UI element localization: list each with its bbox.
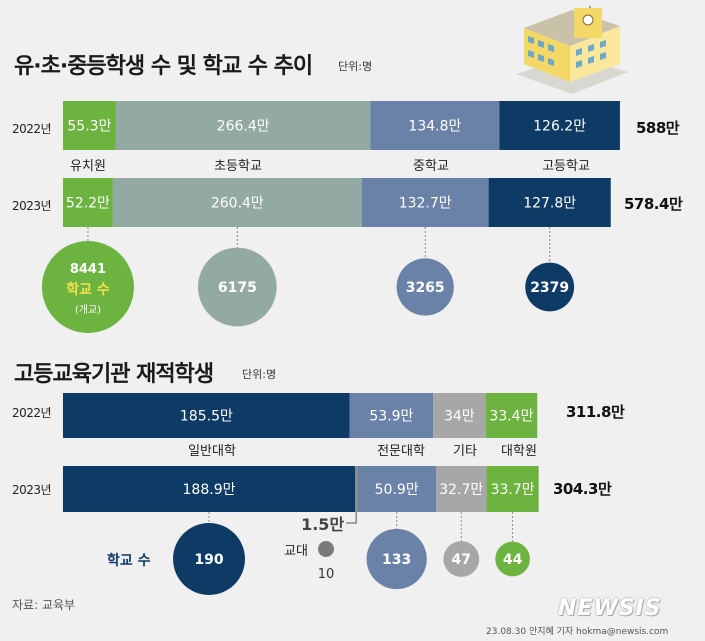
school-count-circle xyxy=(366,528,427,590)
chart2-total-2023: 304.3만 xyxy=(553,480,612,498)
bar-value-label: 32.7만 xyxy=(439,482,483,498)
bar-value-label: 53.9만 xyxy=(369,409,413,425)
bar-value-label: 260.4만 xyxy=(211,196,264,212)
chart2-total-2022: 311.8만 xyxy=(566,403,625,421)
bar-value-label: 132.7만 xyxy=(399,196,452,212)
chart1-category-label: 유치원 xyxy=(70,159,106,174)
chart1-total-2022: 588만 xyxy=(636,119,680,137)
chart2-year-2022: 2022년 xyxy=(12,406,52,420)
chart2-category-label: 일반대학 xyxy=(188,444,236,459)
school-count-label: 3265 xyxy=(406,280,445,296)
chart1-year-2023: 2023년 xyxy=(12,199,52,213)
bar-segment xyxy=(357,466,437,512)
school-count-circle xyxy=(41,241,134,333)
bar-segment xyxy=(361,178,489,227)
chart2-school-caption: 학교 수 xyxy=(107,553,151,569)
bar-value-label: 50.9만 xyxy=(375,482,419,498)
bar-segment xyxy=(115,101,371,150)
school-count-label: 8441 xyxy=(70,262,106,277)
bar-value-label: 266.4만 xyxy=(217,119,270,135)
school-count-label: 133 xyxy=(382,552,411,568)
school-count-circle xyxy=(197,247,277,327)
school-count-label: 6175 xyxy=(218,280,257,296)
bar-value-label: 126.2만 xyxy=(533,119,586,135)
bar-segment xyxy=(63,466,356,512)
school-count-label: 47 xyxy=(452,552,471,568)
bar-value-label: 33.4만 xyxy=(489,409,533,425)
school-count-label: 44 xyxy=(503,552,523,568)
chart2-category-label: 교대 xyxy=(284,544,308,559)
chart2-category-label: 대학원 xyxy=(501,444,537,459)
bar-value-label: 134.8만 xyxy=(408,119,461,135)
chart2-category-label: 기타 xyxy=(453,444,477,459)
school-count-circle xyxy=(173,523,246,595)
school-count-circle xyxy=(318,541,334,557)
source-note: 자료: 교육부 xyxy=(12,598,76,612)
bar-segment xyxy=(488,178,611,227)
bar-value-label: 33.7만 xyxy=(491,482,535,498)
chart2-bars: 185.5만 53.9만 34만 33.4만 188.9만 50.9만 32.7만 33.7만… xyxy=(63,393,539,595)
chart1-unit: 단위:명 xyxy=(338,60,373,73)
chart1-category-label: 초등학교 xyxy=(214,159,262,174)
newsis-logo: NEWSIS xyxy=(558,596,662,621)
chart2-title: 고등교육기관 재적학생 xyxy=(14,362,214,387)
school-count-circle xyxy=(443,541,480,577)
chart1-category-label: 고등학교 xyxy=(542,159,590,174)
chart1-title: 유·초·중등학생 수 및 학교 수 추이 xyxy=(14,54,313,79)
chart2-category-label: 전문대학 xyxy=(377,444,425,459)
bar-value-label: 127.8만 xyxy=(523,196,576,212)
bar-segment xyxy=(63,393,350,438)
chart1-year-2022: 2022년 xyxy=(12,122,52,136)
school-count-circle xyxy=(525,262,575,312)
bar-value-label: 185.5만 xyxy=(180,409,233,425)
callout-line xyxy=(346,512,357,524)
bar-value-label: 188.9만 xyxy=(183,482,236,498)
bar-value-label: 52.2만 xyxy=(66,196,110,212)
bar-segment xyxy=(63,178,113,227)
school-count-circle xyxy=(495,541,530,577)
bar-segment xyxy=(355,466,358,512)
bar-segment xyxy=(349,393,434,438)
school-count-label: 2379 xyxy=(530,280,569,296)
bar-value-label: 55.3만 xyxy=(67,119,111,135)
chart2-year-2023: 2023년 xyxy=(12,483,52,497)
chart2-unit: 단위:명 xyxy=(242,368,277,381)
bar-value-label: 34만 xyxy=(444,409,475,425)
school-building-icon xyxy=(516,6,628,94)
bar-segment xyxy=(112,178,362,227)
bar-segment xyxy=(63,101,116,150)
school-caption: 학교 수 xyxy=(66,282,110,298)
bar-segment xyxy=(486,466,539,512)
bar-segment xyxy=(485,393,538,438)
school-count-label: 190 xyxy=(194,552,223,568)
school-unit: (개교) xyxy=(75,304,101,316)
school-count-label: 10 xyxy=(318,567,335,582)
chart1-total-2023: 578.4만 xyxy=(624,195,683,213)
school-count-circle xyxy=(396,258,454,316)
bar-segment xyxy=(499,101,620,150)
chart1-category-label: 중학교 xyxy=(413,159,449,174)
edu-value-label: 1.5만 xyxy=(301,515,344,534)
bar-segment xyxy=(433,393,486,438)
chart1-bars: 55.3만 266.4만 134.8만 126.2만 52.2만 260.4만 132.7만… xyxy=(41,101,620,333)
credit-line: 23.08.30 안지혜 기자 hokma@newsis.com xyxy=(486,627,669,637)
bar-segment xyxy=(436,466,487,512)
bar-segment xyxy=(370,101,500,150)
